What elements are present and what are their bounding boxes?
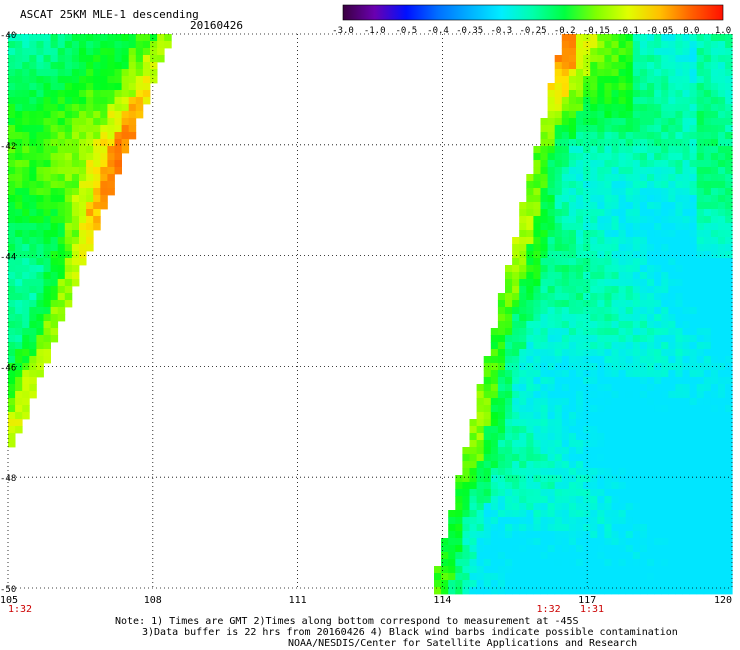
y-tick-label: -46: [0, 363, 16, 373]
chart-title: ASCAT 25KM MLE-1 descending: [20, 8, 199, 21]
y-tick-label: -48: [0, 474, 16, 484]
colorbar-tick-label: -0.35: [456, 26, 483, 36]
colorbar-tick-label: -0.1: [617, 26, 639, 36]
x-tick-label: 105: [0, 595, 18, 606]
colorbar-tick-label: -0.2: [554, 26, 576, 36]
time-label: 1:32: [537, 604, 561, 615]
colorbar-tick-label: -0.3: [490, 26, 512, 36]
colorbar-tick-label: -3.0: [332, 26, 354, 36]
x-tick-label: 114: [433, 595, 451, 606]
x-tick-label: 111: [289, 595, 307, 606]
chart-date: 20160426: [190, 19, 243, 32]
y-tick-label: -42: [0, 142, 16, 152]
time-label: 1:32: [8, 604, 32, 615]
colorbar-tick-label: -0.4: [427, 26, 449, 36]
time-label: 1:31: [580, 604, 604, 615]
colorbar-tick-label: 0.0: [683, 26, 699, 36]
x-tick-label: 120: [714, 595, 732, 606]
colorbar-tick-label: -0.05: [646, 26, 673, 36]
colorbar-tick-label: -1.0: [364, 26, 386, 36]
x-tick-label: 117: [578, 595, 596, 606]
colorbar-tick-label: 1.0: [715, 26, 731, 36]
colorbar-tick-label: -0.25: [519, 26, 546, 36]
note-line-3: NOAA/NESDIS/Center for Satellite Applica…: [288, 638, 638, 649]
colorbar: [342, 4, 724, 21]
colorbar-tick-label: -0.5: [395, 26, 417, 36]
y-tick-label: -40: [0, 31, 16, 41]
swath-cells: [8, 34, 733, 595]
y-tick-label: -50: [0, 585, 16, 595]
note-line-1: Note: 1) Times are GMT 2)Times along bot…: [115, 616, 579, 627]
x-tick-label: 108: [144, 595, 162, 606]
gridlines: [7, 33, 733, 589]
y-tick-label: -44: [0, 253, 16, 263]
note-line-2: 3)Data buffer is 22 hrs from 20160426 4)…: [142, 627, 678, 638]
colorbar-tick-label: -0.15: [583, 26, 610, 36]
